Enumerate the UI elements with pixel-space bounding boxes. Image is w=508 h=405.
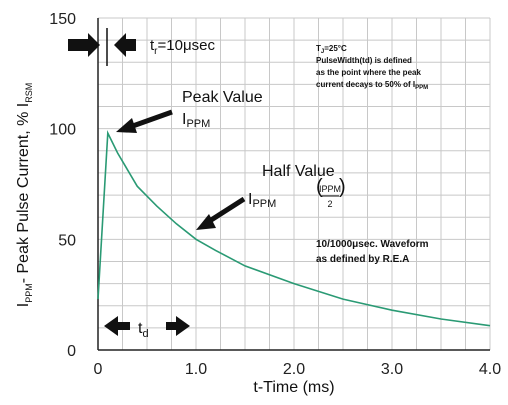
- y-tick-labels: 0 50 100 150: [49, 11, 76, 360]
- half-frac-close-paren: ): [339, 176, 346, 198]
- x-tick-label: 4.0: [479, 361, 501, 378]
- conditions-line-1: TJ=25°C: [316, 44, 347, 55]
- half-frac-open-paren: (: [316, 176, 323, 198]
- y-axis-title: IPPM- Peak Pulse Current, % IRSM: [15, 83, 34, 307]
- waveform-line-2: as defined by R.E.A: [316, 254, 409, 265]
- peak-value-label: Peak Value: [182, 89, 263, 106]
- peak-value-ippm: IPPM: [182, 111, 210, 130]
- half-frac-numerator: IPPM: [319, 184, 341, 194]
- conditions-line-4: current decays to 50% of IPPM: [316, 80, 428, 91]
- y-tick-label: 150: [49, 11, 76, 28]
- tr-marker: tr=10μsec: [68, 28, 215, 66]
- td-marker: td: [104, 316, 190, 340]
- x-tick-labels: 0 1.0 2.0 3.0 4.0: [94, 361, 502, 378]
- tr-label: tr=10μsec: [150, 37, 215, 57]
- y-tick-label: 0: [67, 343, 76, 360]
- grid: [98, 17, 491, 350]
- y-tick-label: 50: [58, 232, 76, 249]
- half-frac-denominator: 2: [327, 199, 332, 209]
- x-tick-label: 2.0: [283, 361, 305, 378]
- half-value-label: Half Value: [262, 163, 335, 180]
- x-tick-label: 0: [94, 361, 103, 378]
- half-value-annotation: Half Value IPPM ( IPPM 2 ): [196, 163, 346, 230]
- half-value-ippm: IPPM: [248, 191, 276, 210]
- peak-value-annotation: Peak Value IPPM: [116, 89, 263, 133]
- x-tick-label: 3.0: [381, 361, 403, 378]
- waveform-note: 10/1000μsec. Waveform as defined by R.E.…: [316, 239, 429, 265]
- y-tick-label: 100: [49, 122, 76, 139]
- pulse-current-curve: [97, 130, 491, 327]
- td-label: td: [138, 320, 149, 340]
- conditions-line-3: as the point where the peak: [316, 68, 421, 77]
- x-tick-label: 1.0: [185, 361, 207, 378]
- x-axis-title: t-Time (ms): [253, 379, 334, 396]
- waveform-line-1: 10/1000μsec. Waveform: [316, 239, 429, 250]
- conditions-line-2: PulseWidth(td) is defined: [316, 56, 412, 65]
- conditions-note: TJ=25°C PulseWidth(td) is defined as the…: [316, 44, 428, 91]
